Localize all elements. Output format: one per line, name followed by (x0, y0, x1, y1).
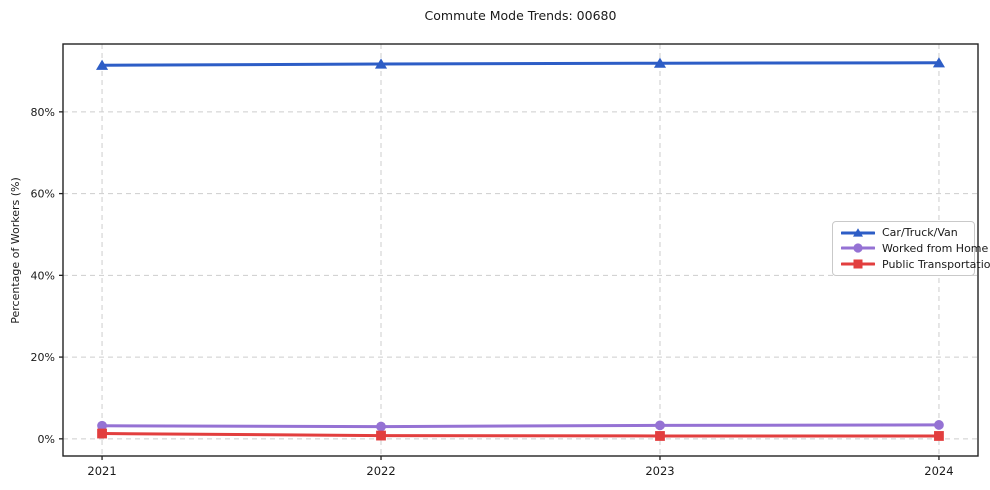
data-point-circle (97, 420, 107, 431)
line-triangle-marker-icon (841, 228, 875, 237)
legend-label: Car/Truck/Van (882, 226, 958, 240)
legend-item-public-transportation: Public Transportation (841, 257, 990, 272)
legend-item-worked-from-home: Worked from Home (841, 241, 988, 256)
legend-label: Worked from Home (882, 241, 989, 255)
data-point-circle (376, 421, 386, 432)
x-tick-label: 2023 (645, 464, 674, 478)
data-point-square (97, 428, 107, 439)
y-tick-label: 80% (31, 106, 55, 119)
line-square-marker-icon (841, 259, 875, 269)
legend-label: Public Transportation (882, 257, 990, 271)
x-tick-label: 2024 (924, 464, 953, 478)
y-tick-label: 20% (31, 351, 55, 364)
chart-title: Commute Mode Trends: 00680 (424, 8, 617, 23)
data-point-circle (934, 420, 944, 430)
x-tick-label: 2021 (87, 464, 116, 478)
x-tick-label: 2022 (366, 464, 395, 478)
line-circle-marker-icon (841, 243, 875, 254)
data-point-square (655, 431, 665, 441)
data-point-square (934, 431, 944, 441)
series-line-public-transportation (100, 432, 941, 438)
y-tick-label: 0% (38, 433, 55, 446)
data-point-circle (655, 420, 665, 431)
y-tick-label: 40% (31, 269, 55, 282)
data-point-triangle (96, 59, 109, 70)
series-line-worked-from-home (100, 423, 941, 429)
legend: Car/Truck/Van Worked from Home Public Tr… (832, 221, 990, 276)
data-point-square (376, 430, 386, 441)
series-line-car-truck-van (100, 61, 941, 67)
axes-frame (62, 43, 979, 457)
legend-item-car-truck-van: Car/Truck/Van (841, 225, 968, 240)
y-tick-label: 60% (31, 188, 55, 201)
data-point-triangle (932, 57, 945, 68)
data-point-triangle (653, 57, 667, 68)
data-point-triangle (374, 58, 388, 69)
